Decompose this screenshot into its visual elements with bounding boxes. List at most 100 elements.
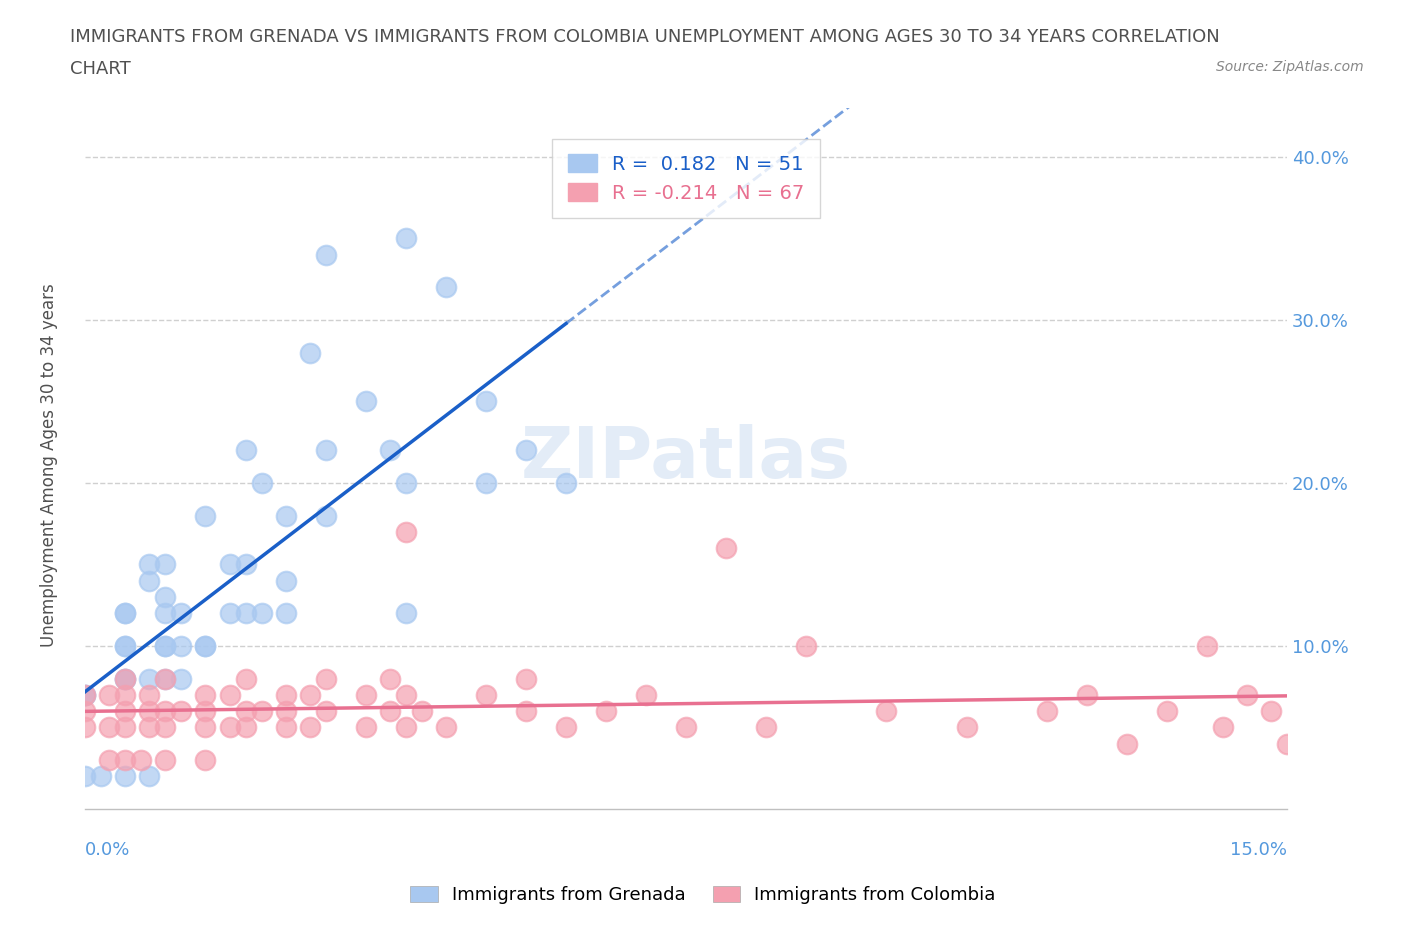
Point bbox=[98, 752, 121, 767]
Point bbox=[555, 475, 578, 490]
Point bbox=[194, 704, 217, 719]
Point bbox=[1076, 687, 1098, 702]
Point bbox=[298, 687, 321, 702]
Point bbox=[274, 720, 297, 735]
Text: 15.0%: 15.0% bbox=[1230, 841, 1286, 858]
Point bbox=[98, 720, 121, 735]
Point bbox=[411, 704, 433, 719]
Point bbox=[235, 671, 257, 686]
Point bbox=[98, 687, 121, 702]
Point bbox=[138, 573, 160, 588]
Point bbox=[274, 573, 297, 588]
Point bbox=[155, 704, 177, 719]
Point bbox=[378, 443, 401, 458]
Point bbox=[1035, 704, 1057, 719]
Point bbox=[475, 394, 498, 409]
Point bbox=[170, 606, 193, 621]
Text: CHART: CHART bbox=[70, 60, 131, 78]
Point bbox=[235, 720, 257, 735]
Point bbox=[75, 704, 97, 719]
Point bbox=[955, 720, 977, 735]
Point bbox=[235, 704, 257, 719]
Point bbox=[194, 639, 217, 654]
Point bbox=[155, 671, 177, 686]
Point bbox=[194, 720, 217, 735]
Point bbox=[114, 639, 136, 654]
Point bbox=[378, 671, 401, 686]
Point bbox=[194, 639, 217, 654]
Point bbox=[354, 687, 377, 702]
Point bbox=[475, 475, 498, 490]
Point bbox=[75, 720, 97, 735]
Point bbox=[675, 720, 697, 735]
Point bbox=[515, 443, 537, 458]
Point bbox=[138, 557, 160, 572]
Point bbox=[250, 475, 273, 490]
Point bbox=[138, 704, 160, 719]
Point bbox=[716, 540, 738, 555]
Text: ZIPatlas: ZIPatlas bbox=[522, 424, 851, 493]
Point bbox=[434, 280, 457, 295]
Legend: R =  0.182   N = 51, R = -0.214   N = 67: R = 0.182 N = 51, R = -0.214 N = 67 bbox=[553, 139, 820, 219]
Point bbox=[218, 557, 240, 572]
Point bbox=[114, 687, 136, 702]
Point bbox=[155, 557, 177, 572]
Point bbox=[170, 671, 193, 686]
Point bbox=[114, 704, 136, 719]
Point bbox=[155, 590, 177, 604]
Point bbox=[395, 720, 418, 735]
Point bbox=[315, 443, 337, 458]
Text: IMMIGRANTS FROM GRENADA VS IMMIGRANTS FROM COLOMBIA UNEMPLOYMENT AMONG AGES 30 T: IMMIGRANTS FROM GRENADA VS IMMIGRANTS FR… bbox=[70, 28, 1220, 46]
Point bbox=[138, 687, 160, 702]
Point bbox=[1115, 737, 1137, 751]
Point bbox=[114, 671, 136, 686]
Point bbox=[75, 687, 97, 702]
Point bbox=[90, 769, 112, 784]
Point bbox=[1212, 720, 1234, 735]
Point bbox=[131, 752, 153, 767]
Point bbox=[138, 720, 160, 735]
Point bbox=[395, 475, 418, 490]
Point bbox=[274, 704, 297, 719]
Point bbox=[515, 671, 537, 686]
Point bbox=[194, 752, 217, 767]
Point bbox=[1260, 704, 1282, 719]
Point bbox=[636, 687, 658, 702]
Point bbox=[1236, 687, 1258, 702]
Point bbox=[114, 720, 136, 735]
Point bbox=[1156, 704, 1178, 719]
Point bbox=[395, 231, 418, 246]
Point bbox=[218, 720, 240, 735]
Point bbox=[114, 671, 136, 686]
Point bbox=[315, 247, 337, 262]
Point bbox=[75, 769, 97, 784]
Point bbox=[796, 639, 818, 654]
Point bbox=[395, 687, 418, 702]
Point bbox=[354, 720, 377, 735]
Point bbox=[475, 687, 498, 702]
Point bbox=[235, 557, 257, 572]
Point bbox=[138, 769, 160, 784]
Point bbox=[298, 345, 321, 360]
Point bbox=[114, 769, 136, 784]
Point bbox=[315, 704, 337, 719]
Point bbox=[595, 704, 617, 719]
Point bbox=[235, 443, 257, 458]
Point bbox=[274, 606, 297, 621]
Point bbox=[155, 639, 177, 654]
Point bbox=[755, 720, 778, 735]
Point bbox=[194, 508, 217, 523]
Point bbox=[395, 606, 418, 621]
Point bbox=[138, 671, 160, 686]
Point bbox=[250, 606, 273, 621]
Point bbox=[75, 687, 97, 702]
Point bbox=[434, 720, 457, 735]
Point bbox=[114, 606, 136, 621]
Point bbox=[274, 687, 297, 702]
Point bbox=[114, 639, 136, 654]
Point bbox=[75, 687, 97, 702]
Point bbox=[235, 606, 257, 621]
Point bbox=[378, 704, 401, 719]
Text: Unemployment Among Ages 30 to 34 years: Unemployment Among Ages 30 to 34 years bbox=[41, 283, 58, 647]
Point bbox=[395, 525, 418, 539]
